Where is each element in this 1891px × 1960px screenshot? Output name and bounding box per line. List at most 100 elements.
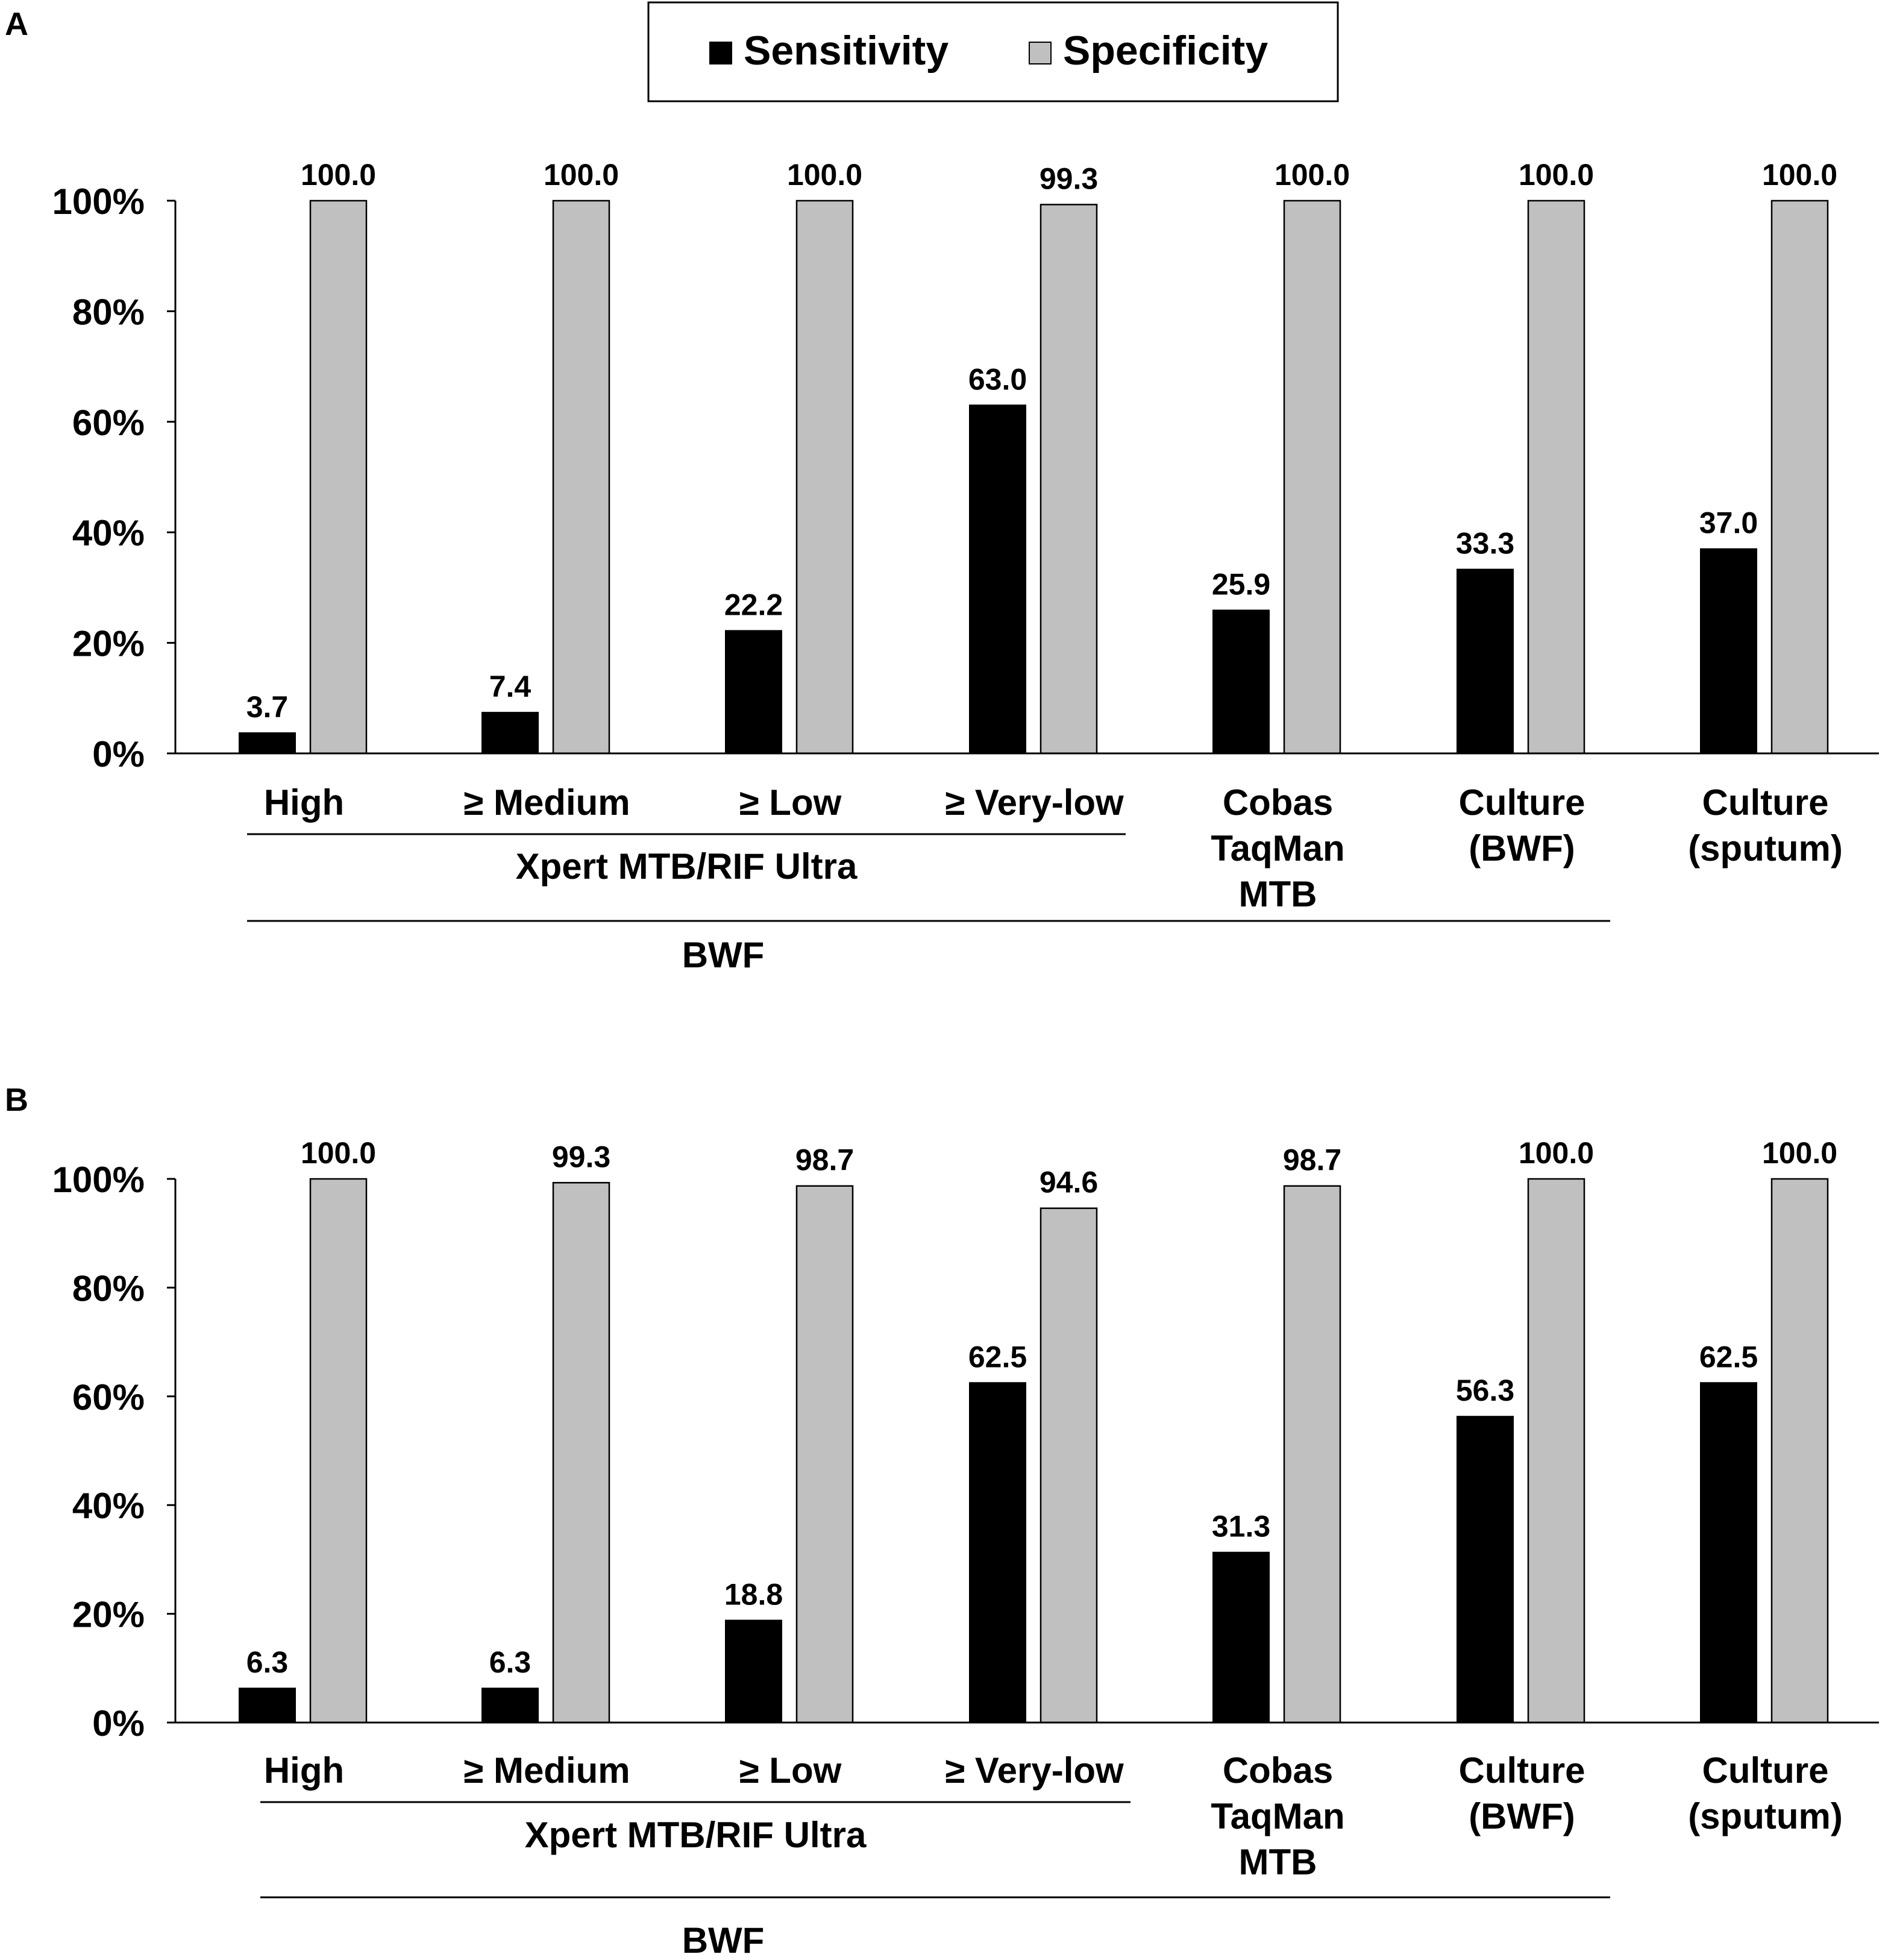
category-label: TaqMan bbox=[1211, 1796, 1344, 1836]
y-tick-label: 100% bbox=[52, 181, 145, 222]
y-tick-label: 60% bbox=[72, 403, 145, 443]
bar-sensitivity bbox=[969, 404, 1026, 754]
bar-specificity bbox=[1770, 199, 1829, 755]
data-label-sensitivity: 37.0 bbox=[1699, 506, 1758, 540]
category-label: MTB bbox=[1239, 874, 1317, 914]
category-label: ≥ Low bbox=[739, 1750, 842, 1791]
bar-sensitivity bbox=[239, 732, 296, 755]
bar-specificity bbox=[1040, 204, 1098, 755]
data-label-sensitivity: 25.9 bbox=[1212, 567, 1270, 601]
data-label-sensitivity: 3.7 bbox=[246, 690, 289, 724]
bar-sensitivity bbox=[1457, 1416, 1514, 1724]
group-label-xpert: Xpert MTB/RIF Ultra bbox=[525, 1815, 867, 1855]
data-label-specificity: 100.0 bbox=[301, 158, 376, 192]
data-label-specificity: 98.7 bbox=[795, 1143, 854, 1177]
data-label-sensitivity: 62.5 bbox=[968, 1340, 1027, 1374]
bar-specificity bbox=[552, 199, 610, 755]
bar-sensitivity bbox=[725, 1619, 782, 1724]
bar-sensitivity bbox=[239, 1688, 296, 1724]
category-label: (sputum) bbox=[1688, 1796, 1843, 1836]
data-label-sensitivity: 22.2 bbox=[724, 588, 783, 621]
data-label-specificity: 100.0 bbox=[1519, 1136, 1594, 1170]
category-label: ≥ Very-low bbox=[945, 1750, 1124, 1791]
category-label: Cobas bbox=[1223, 1750, 1333, 1791]
data-label-sensitivity: 18.8 bbox=[724, 1577, 783, 1611]
bar-specificity bbox=[1283, 1185, 1341, 1724]
group-label-xpert: Xpert MTB/RIF Ultra bbox=[516, 846, 858, 887]
legend-label-sensitivity: Sensitivity bbox=[744, 28, 949, 74]
bar-specificity bbox=[1527, 1178, 1585, 1724]
y-tick-label: 100% bbox=[52, 1160, 145, 1200]
data-label-specificity: 100.0 bbox=[301, 1136, 376, 1170]
data-label-sensitivity: 7.4 bbox=[489, 670, 532, 703]
group-label-bwf: BWF bbox=[682, 935, 765, 975]
bar-sensitivity bbox=[725, 630, 782, 755]
category-label: ≥ Medium bbox=[463, 782, 630, 823]
y-tick-label: 80% bbox=[72, 1268, 145, 1308]
bar-sensitivity bbox=[481, 712, 539, 754]
bar-sensitivity bbox=[969, 1382, 1026, 1723]
bar-specificity bbox=[1770, 1178, 1829, 1724]
category-label: TaqMan bbox=[1211, 828, 1344, 868]
category-label: (sputum) bbox=[1688, 828, 1843, 868]
data-label-specificity: 94.6 bbox=[1040, 1166, 1098, 1199]
category-label: ≥ Low bbox=[739, 782, 842, 823]
bar-specificity bbox=[795, 1185, 854, 1724]
data-label-sensitivity: 56.3 bbox=[1456, 1374, 1514, 1407]
y-tick-label: 40% bbox=[72, 1486, 145, 1526]
bar-sensitivity bbox=[1457, 568, 1514, 754]
category-label: High bbox=[264, 782, 344, 823]
data-label-specificity: 100.0 bbox=[787, 158, 862, 192]
data-label-specificity: 99.3 bbox=[552, 1140, 610, 1173]
y-tick-label: 20% bbox=[72, 624, 145, 664]
panel-b: B 0% 20% 40% 60% 80% 100% 6.3 100.0 High 6.3 99.3 ≥ … bbox=[5, 1082, 1879, 1960]
y-tick-label: 40% bbox=[72, 513, 145, 553]
category-label: ≥ Very-low bbox=[945, 782, 1124, 823]
bar-specificity bbox=[309, 199, 368, 755]
data-label-sensitivity: 62.5 bbox=[1699, 1340, 1758, 1374]
bar-specificity bbox=[1040, 1207, 1098, 1724]
data-label-sensitivity: 63.0 bbox=[968, 362, 1027, 396]
bar-sensitivity bbox=[1212, 1551, 1270, 1724]
category-label: High bbox=[264, 1750, 344, 1791]
category-label: ≥ Medium bbox=[463, 1750, 630, 1791]
bar-specificity bbox=[552, 1182, 610, 1724]
category-label: (BWF) bbox=[1469, 1796, 1575, 1836]
bar-sensitivity bbox=[481, 1688, 539, 1724]
panel-a: A 0% 20% 40% 60% 80% 100% 3.7 100.0 High 7.4 100.0 ≥… bbox=[5, 6, 1879, 975]
bar-specificity bbox=[1283, 199, 1341, 755]
data-label-specificity: 100.0 bbox=[544, 158, 619, 192]
category-label: Culture bbox=[1702, 782, 1829, 823]
y-tick-label: 60% bbox=[72, 1377, 145, 1418]
data-label-specificity: 100.0 bbox=[1762, 158, 1837, 192]
legend-frame bbox=[647, 1, 1339, 102]
category-label: Culture bbox=[1459, 1750, 1585, 1791]
category-label: Cobas bbox=[1223, 782, 1333, 823]
y-tick-label: 20% bbox=[72, 1595, 145, 1635]
data-label-sensitivity: 6.3 bbox=[246, 1645, 289, 1679]
data-label-sensitivity: 31.3 bbox=[1212, 1510, 1270, 1544]
legend-swatch-sensitivity bbox=[709, 42, 732, 64]
y-tick-label: 80% bbox=[72, 292, 145, 332]
data-label-specificity: 98.7 bbox=[1283, 1143, 1341, 1177]
category-label: Culture bbox=[1702, 1750, 1829, 1791]
category-label: MTB bbox=[1239, 1842, 1317, 1882]
bar-sensitivity bbox=[1212, 609, 1270, 755]
legend-label-specificity: Specificity bbox=[1063, 28, 1268, 74]
panel-label: A bbox=[5, 6, 28, 42]
data-label-specificity: 99.3 bbox=[1040, 162, 1098, 195]
bar-sensitivity bbox=[1700, 548, 1757, 755]
bar-specificity bbox=[1527, 199, 1585, 755]
data-label-sensitivity: 33.3 bbox=[1456, 527, 1514, 561]
data-label-specificity: 100.0 bbox=[1275, 158, 1350, 192]
legend: Sensitivity Specificity bbox=[647, 1, 1339, 102]
panel-label: B bbox=[5, 1082, 28, 1118]
group-label-bwf: BWF bbox=[682, 1920, 765, 1960]
bar-sensitivity bbox=[1700, 1382, 1757, 1723]
data-label-sensitivity: 6.3 bbox=[489, 1645, 532, 1679]
y-tick-label: 0% bbox=[92, 734, 145, 774]
y-tick-label: 0% bbox=[92, 1703, 145, 1744]
legend-swatch-specificity bbox=[1029, 42, 1052, 64]
data-label-specificity: 100.0 bbox=[1519, 158, 1594, 192]
